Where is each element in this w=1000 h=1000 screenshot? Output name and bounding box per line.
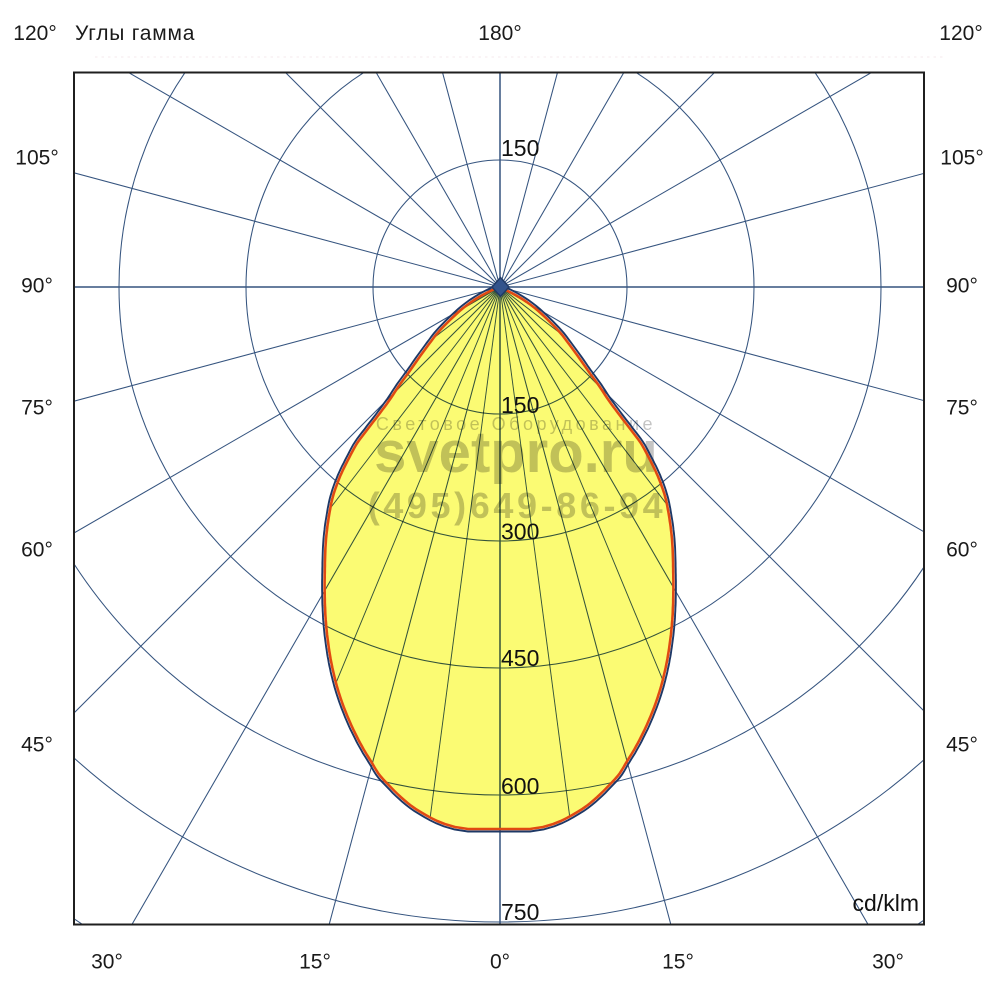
svg-text:30°: 30° [91, 951, 123, 974]
svg-text:180°: 180° [478, 22, 521, 45]
svg-text:45°: 45° [21, 734, 53, 757]
svg-text:15°: 15° [662, 951, 694, 974]
svg-text:Углы гамма: Углы гамма [75, 22, 195, 45]
svg-text:750: 750 [501, 899, 539, 925]
svg-text:105°: 105° [15, 147, 58, 170]
svg-text:30°: 30° [872, 951, 904, 974]
svg-text:0°: 0° [490, 951, 510, 974]
svg-text:450: 450 [501, 645, 539, 671]
svg-text:45°: 45° [946, 734, 978, 757]
svg-text:75°: 75° [21, 397, 53, 420]
svg-text:150: 150 [501, 392, 539, 418]
svg-text:120°: 120° [13, 22, 56, 45]
svg-text:120°: 120° [939, 22, 982, 45]
svg-text:svetpro.ru: svetpro.ru [374, 420, 658, 485]
svg-text:90°: 90° [21, 275, 53, 298]
svg-text:15°: 15° [299, 951, 331, 974]
svg-text:75°: 75° [946, 397, 978, 420]
svg-text:(495)649-86-94: (495)649-86-94 [368, 485, 667, 526]
svg-text:60°: 60° [21, 539, 53, 562]
svg-text:cd/klm: cd/klm [853, 890, 919, 916]
svg-text:150: 150 [501, 135, 539, 161]
svg-text:600: 600 [501, 773, 539, 799]
svg-text:90°: 90° [946, 275, 978, 298]
svg-text:300: 300 [501, 519, 539, 545]
svg-text:105°: 105° [940, 147, 983, 170]
svg-text:60°: 60° [946, 539, 978, 562]
